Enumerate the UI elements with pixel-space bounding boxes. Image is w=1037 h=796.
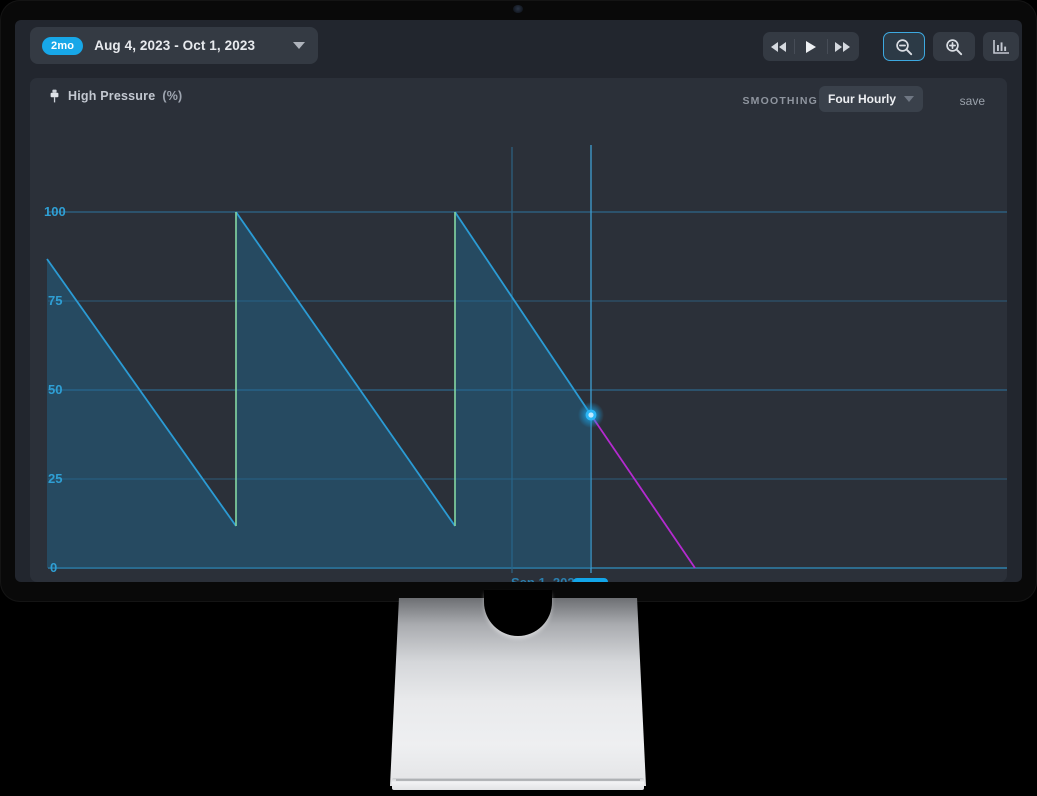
playback-button-group [763,32,859,61]
zoom-out-icon [896,38,913,55]
pin-icon [50,89,59,103]
play-icon [806,40,816,53]
fast-forward-button[interactable] [828,32,859,61]
fast-forward-icon [835,41,851,52]
forecast-line [590,414,696,569]
series-line-high-pressure [46,211,592,527]
chevron-down-icon [904,96,914,102]
smoothing-value-label: Four Hourly [828,92,896,106]
chart-panel-header: High Pressure (%) SMOOTHING Four Hourly … [30,78,1007,118]
monitor-screen: 2mo Aug 4, 2023 - Oct 1, 2023 [15,20,1022,582]
top-toolbar: 2mo Aug 4, 2023 - Oct 1, 2023 [15,20,1022,82]
webcam-icon [513,5,523,13]
y-tick-label: 25 [48,471,63,486]
y-tick-label: 75 [48,293,63,308]
now-badge: NOW [573,578,608,582]
zoom-in-button[interactable] [933,32,975,61]
series-area-fill [47,212,591,568]
save-link[interactable]: save [959,94,985,108]
series-unit-label: (%) [162,89,183,103]
cursor-point-marker [578,402,604,428]
toolbar-divider [826,39,828,54]
smoothing-label: SMOOTHING [742,95,818,107]
zoom-out-button[interactable] [883,32,925,61]
series-name-label: High Pressure [68,89,156,103]
rewind-button[interactable] [763,32,794,61]
zoom-in-icon [946,38,963,55]
monitor-bezel: 2mo Aug 4, 2023 - Oct 1, 2023 [15,5,1022,582]
play-button[interactable] [795,32,826,61]
chevron-down-icon [293,42,305,49]
y-tick-label: 100 [44,204,66,219]
rewind-icon [770,41,786,52]
series-title: High Pressure (%) [50,89,182,103]
chart-view-button[interactable] [983,32,1019,61]
chart-svg [46,145,1007,573]
zoom-button-group [883,32,975,61]
plot-area[interactable]: 100 75 50 25 0 Sep 1, 202 O NOW [30,118,1007,582]
stand-base [392,778,644,790]
range-duration-badge: 2mo [42,36,84,55]
chart-icon [993,39,1009,54]
toolbar-divider [794,39,796,54]
y-tick-label: 0 [50,560,58,575]
smoothing-select[interactable]: Four Hourly [819,86,923,112]
range-text-label: Aug 4, 2023 - Oct 1, 2023 [94,38,256,53]
gridlines-horizontal [48,211,1007,569]
x-tick-label-left: Sep 1, 202 [511,575,575,582]
gridlines-vertical [511,145,592,573]
chart-panel: High Pressure (%) SMOOTHING Four Hourly … [30,78,1007,582]
stand-base-divider [396,779,640,781]
series-risers [235,212,456,526]
y-tick-label: 50 [48,382,63,397]
date-range-picker[interactable]: 2mo Aug 4, 2023 - Oct 1, 2023 [30,27,318,64]
